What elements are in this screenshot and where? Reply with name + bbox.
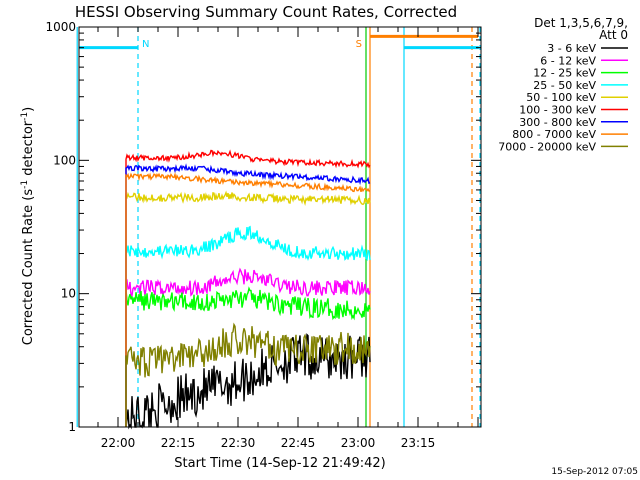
series-line-1: [125, 267, 371, 427]
series-line-6: [125, 163, 371, 427]
legend-header-line1: Det 1,3,5,6,7,9,: [534, 16, 628, 30]
y-tick-label: 10: [61, 287, 76, 301]
series-line-8: [125, 322, 371, 427]
series-line-5: [125, 149, 371, 427]
timestamp: 15-Sep-2012 07:05: [551, 467, 638, 477]
legend-label: 100 - 300 keV: [519, 104, 596, 117]
flag-marker-label: N: [142, 39, 149, 50]
series-line-2: [125, 286, 371, 427]
chart-title: HESSI Observing Summary Count Rates, Cor…: [75, 3, 457, 21]
legend-header-line2: Att 0: [599, 28, 628, 42]
y-tick-label: 1: [68, 420, 76, 434]
x-tick-label: 23:00: [341, 436, 376, 450]
plot-frame: [78, 26, 482, 428]
x-tick-label: 22:00: [101, 436, 136, 450]
series-line-3: [125, 225, 371, 427]
x-tick-label: 23:15: [401, 436, 436, 450]
legend-label: 12 - 25 keV: [533, 67, 596, 80]
legend-label: 3 - 6 keV: [547, 42, 596, 55]
y-axis-label: Corrected Count Rate (s-1 detector-1): [20, 107, 36, 345]
x-tick-label: 22:30: [221, 436, 256, 450]
x-tick-label: 22:15: [161, 436, 196, 450]
legend-label: 50 - 100 keV: [526, 91, 596, 104]
x-tick-label: 22:45: [281, 436, 316, 450]
series-line-0: [125, 333, 371, 430]
legend-label: 300 - 800 keV: [519, 116, 596, 129]
y-tick-label: 1000: [45, 20, 76, 34]
y-tick-label: 100: [53, 153, 76, 167]
legend-label: 25 - 50 keV: [533, 79, 596, 92]
x-axis-label: Start Time (14-Sep-12 21:49:42): [174, 456, 385, 471]
legend-label: 6 - 12 keV: [540, 54, 596, 67]
series-line-4: [125, 190, 371, 427]
flag-marker-label: S: [356, 39, 362, 50]
legend-label: 7000 - 20000 keV: [498, 140, 596, 153]
legend-label: 800 - 7000 keV: [512, 128, 596, 141]
series-line-7: [125, 171, 370, 427]
